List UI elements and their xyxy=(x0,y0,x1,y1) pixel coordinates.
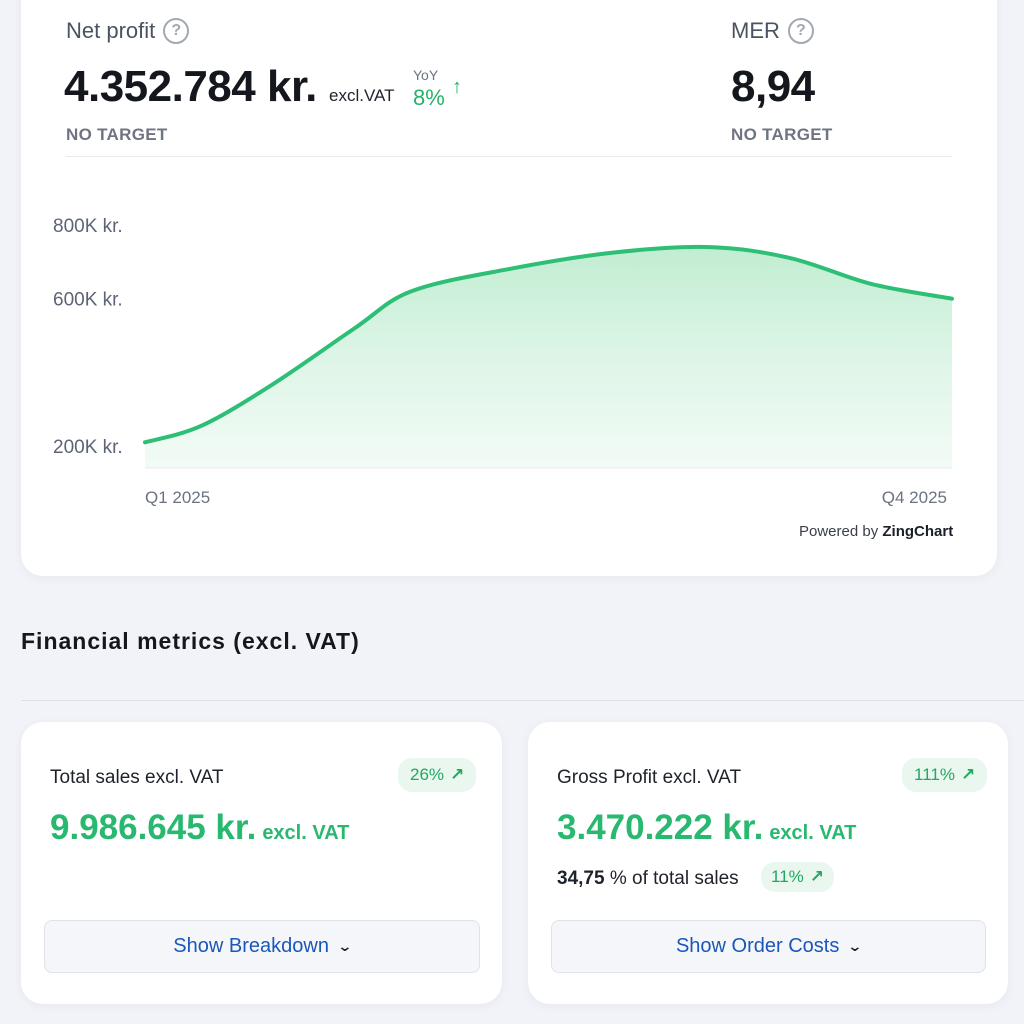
mer-target: NO TARGET xyxy=(731,125,833,144)
net-profit-label: Net profit xyxy=(66,18,156,43)
gross-profit-value: 3.470.222 kr. xyxy=(557,808,764,847)
chevron-down-icon: ⌄ xyxy=(847,938,863,954)
help-icon[interactable]: ? xyxy=(163,18,190,44)
gross-profit-label: Gross Profit excl. VAT xyxy=(557,767,742,788)
arrow-up-right-icon: ↗ xyxy=(960,765,976,784)
x-axis-label-end: Q4 2025 xyxy=(882,488,947,507)
powered-by-brand: ZingChart xyxy=(882,523,954,540)
gross-profit-share-badge-value: 11% xyxy=(771,867,804,886)
chart-series-line xyxy=(143,244,954,445)
arrow-up-right-icon: ↗ xyxy=(450,765,465,784)
gross-profit-share-text: % of total sales xyxy=(609,868,739,889)
y-axis-labels: 800K kr. 600K kr. 200K kr. xyxy=(53,216,123,458)
mer-label: MER xyxy=(731,18,780,43)
total-sales-label: Total sales excl. VAT xyxy=(50,767,224,788)
chevron-down-icon: ⌄ xyxy=(337,938,353,954)
mer-value: 8,94 xyxy=(731,62,815,111)
chart-area-fill xyxy=(145,246,952,468)
total-sales-badge-value: 26% xyxy=(410,765,445,784)
gross-profit-value-row: 3.470.222 kr. excl. VAT xyxy=(557,808,856,848)
yoy-label: YoY xyxy=(413,67,439,83)
gross-profit-share-value: 34,75 xyxy=(557,868,605,889)
y-axis-tick-label: 800K kr. xyxy=(53,216,123,237)
net-profit-label-group: Net profit ? xyxy=(66,18,190,44)
powered-by-credit[interactable]: Powered by ZingChart xyxy=(799,523,953,540)
gross-profit-unit: excl. VAT xyxy=(769,822,857,844)
show-breakdown-button[interactable]: Show Breakdown ⌄ xyxy=(44,920,480,973)
section-divider xyxy=(21,700,1024,701)
yoy-value: 8% xyxy=(413,85,445,110)
arrow-up-right-icon: ↗ xyxy=(809,867,825,886)
net-profit-chart: 800K kr. 600K kr. 200K kr. Q1 2025 Q4 2025 xyxy=(53,216,954,507)
show-breakdown-label: Show Breakdown xyxy=(173,935,329,957)
gross-profit-share: 34,75 % of total sales xyxy=(557,868,739,890)
show-order-costs-label: Show Order Costs xyxy=(675,935,840,957)
x-axis-label-start: Q1 2025 xyxy=(145,488,210,507)
total-sales-unit: excl. VAT xyxy=(262,822,350,844)
gross-profit-badge: 111% ↗ xyxy=(902,758,988,792)
gross-profit-card: Gross Profit excl. VAT 111% ↗ 3.470.222 … xyxy=(528,722,1008,1004)
total-sales-value-row: 9.986.645 kr. excl. VAT xyxy=(50,808,349,848)
net-profit-target: NO TARGET xyxy=(66,125,168,144)
show-order-costs-button[interactable]: Show Order Costs ⌄ xyxy=(551,920,986,973)
powered-by-prefix: Powered by xyxy=(799,523,879,540)
arrow-up-icon: ↑ xyxy=(452,76,462,98)
header-divider xyxy=(66,156,952,157)
gross-profit-badge-value: 111% xyxy=(914,765,955,784)
total-sales-badge: 26% ↗ xyxy=(398,758,477,792)
net-profit-value: 4.352.784 kr. xyxy=(64,62,317,111)
y-axis-tick-label: 200K kr. xyxy=(53,437,123,458)
mer-label-group: MER ? xyxy=(731,18,814,44)
total-sales-card: Total sales excl. VAT 26% ↗ 9.986.645 kr… xyxy=(21,722,502,1004)
total-sales-value: 9.986.645 kr. xyxy=(50,808,257,847)
y-axis-tick-label: 600K kr. xyxy=(53,290,123,311)
help-icon[interactable]: ? xyxy=(787,18,814,44)
section-title: Financial metrics (excl. VAT) xyxy=(21,628,360,654)
net-profit-vat-suffix: excl.VAT xyxy=(329,86,395,105)
gross-profit-share-badge: 11% ↗ xyxy=(761,862,835,892)
